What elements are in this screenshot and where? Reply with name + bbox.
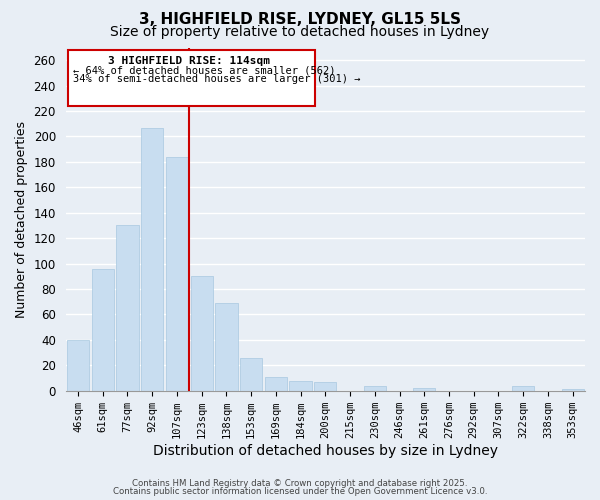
Bar xyxy=(240,358,262,390)
Bar xyxy=(116,226,139,390)
Bar xyxy=(166,157,188,390)
Y-axis label: Number of detached properties: Number of detached properties xyxy=(15,120,28,318)
Bar xyxy=(364,386,386,390)
Bar xyxy=(265,376,287,390)
Text: 3 HIGHFIELD RISE: 114sqm: 3 HIGHFIELD RISE: 114sqm xyxy=(109,56,271,66)
Bar xyxy=(67,340,89,390)
FancyBboxPatch shape xyxy=(68,50,316,106)
Text: 3, HIGHFIELD RISE, LYDNEY, GL15 5LS: 3, HIGHFIELD RISE, LYDNEY, GL15 5LS xyxy=(139,12,461,28)
Text: Contains public sector information licensed under the Open Government Licence v3: Contains public sector information licen… xyxy=(113,487,487,496)
Text: Contains HM Land Registry data © Crown copyright and database right 2025.: Contains HM Land Registry data © Crown c… xyxy=(132,478,468,488)
Bar xyxy=(413,388,436,390)
Bar xyxy=(141,128,163,390)
Bar xyxy=(314,382,337,390)
Bar xyxy=(289,380,312,390)
X-axis label: Distribution of detached houses by size in Lydney: Distribution of detached houses by size … xyxy=(153,444,498,458)
Text: 34% of semi-detached houses are larger (301) →: 34% of semi-detached houses are larger (… xyxy=(73,74,361,84)
Bar xyxy=(215,303,238,390)
Bar xyxy=(92,268,114,390)
Bar xyxy=(512,386,535,390)
Text: ← 64% of detached houses are smaller (562): ← 64% of detached houses are smaller (56… xyxy=(73,66,335,76)
Bar xyxy=(191,276,213,390)
Text: Size of property relative to detached houses in Lydney: Size of property relative to detached ho… xyxy=(110,25,490,39)
